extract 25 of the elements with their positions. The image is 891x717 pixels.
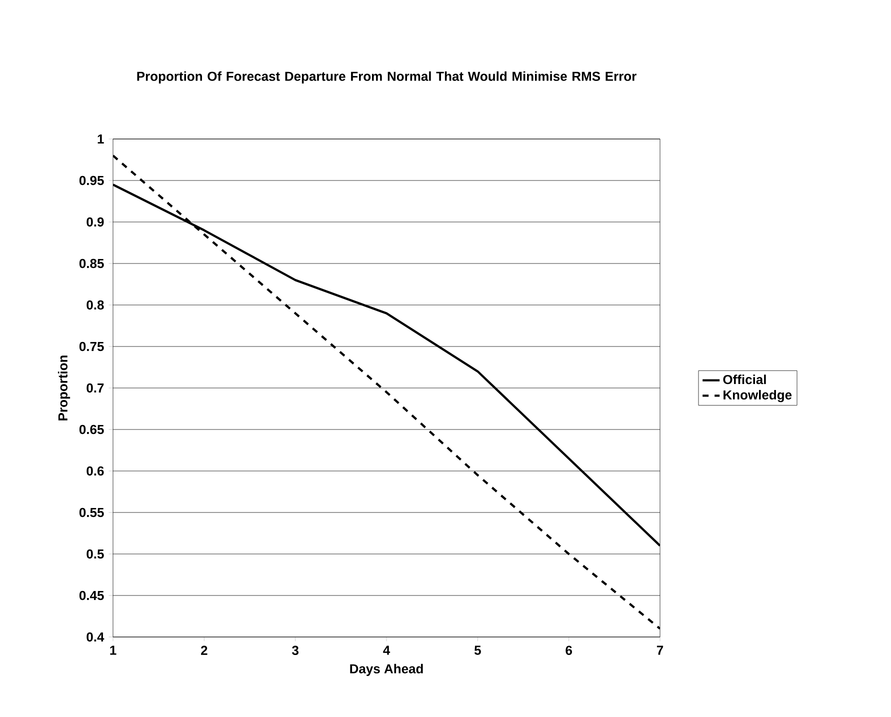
chart-title: Proportion Of Forecast Departure From Normal That Would Minimise RMS Error (137, 71, 636, 84)
x-tick-label: 2 (201, 646, 208, 655)
y-axis-title: Proportion (58, 356, 70, 420)
y-tick-label: 0.85 (79, 258, 104, 268)
legend-label: Official (723, 374, 766, 384)
y-tick-label: 0.8 (86, 300, 104, 310)
x-tick-label: 5 (474, 646, 481, 655)
x-tick-label: 7 (656, 646, 664, 655)
x-tick-label: 3 (292, 646, 298, 655)
x-tick-label: 6 (566, 646, 572, 655)
y-tick-label: 0.9 (86, 217, 104, 227)
x-tick-label: 4 (383, 646, 390, 655)
y-tick-label: 1 (98, 134, 104, 144)
y-tick-label: 0.6 (86, 466, 104, 476)
y-tick-label: 0.4 (86, 632, 104, 642)
y-tick-label: 0.7 (86, 383, 104, 393)
x-axis-title: Days Ahead (350, 664, 423, 676)
y-tick-label: 0.75 (79, 342, 104, 352)
y-tick-label: 0.45 (79, 590, 104, 600)
x-tick-label: 1 (110, 646, 116, 655)
y-tick-label: 0.5 (86, 549, 104, 559)
y-tick-label: 0.55 (79, 508, 104, 518)
legend-label: Knowledge (724, 390, 792, 402)
y-tick-label: 0.65 (79, 424, 104, 434)
y-tick-label: 0.95 (79, 176, 104, 186)
